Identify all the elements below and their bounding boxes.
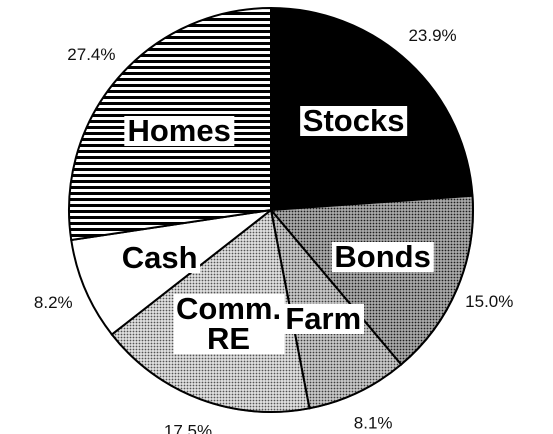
slice-texture (268, 194, 474, 366)
slice-label: Comm. RE (173, 293, 285, 354)
slice-label: Stocks (299, 105, 408, 137)
slice-label: Cash (118, 242, 201, 273)
slice-label: Farm (282, 303, 365, 335)
value-label: 17.5% (164, 421, 212, 434)
slice-label: Bonds (331, 241, 434, 273)
value-label: 8.1% (354, 413, 393, 432)
value-label: 15.0% (465, 292, 513, 311)
value-label: 27.4% (67, 45, 115, 64)
value-label: 8.2% (34, 293, 73, 312)
value-label: 23.9% (408, 26, 456, 45)
slice-label: Homes (124, 115, 234, 146)
